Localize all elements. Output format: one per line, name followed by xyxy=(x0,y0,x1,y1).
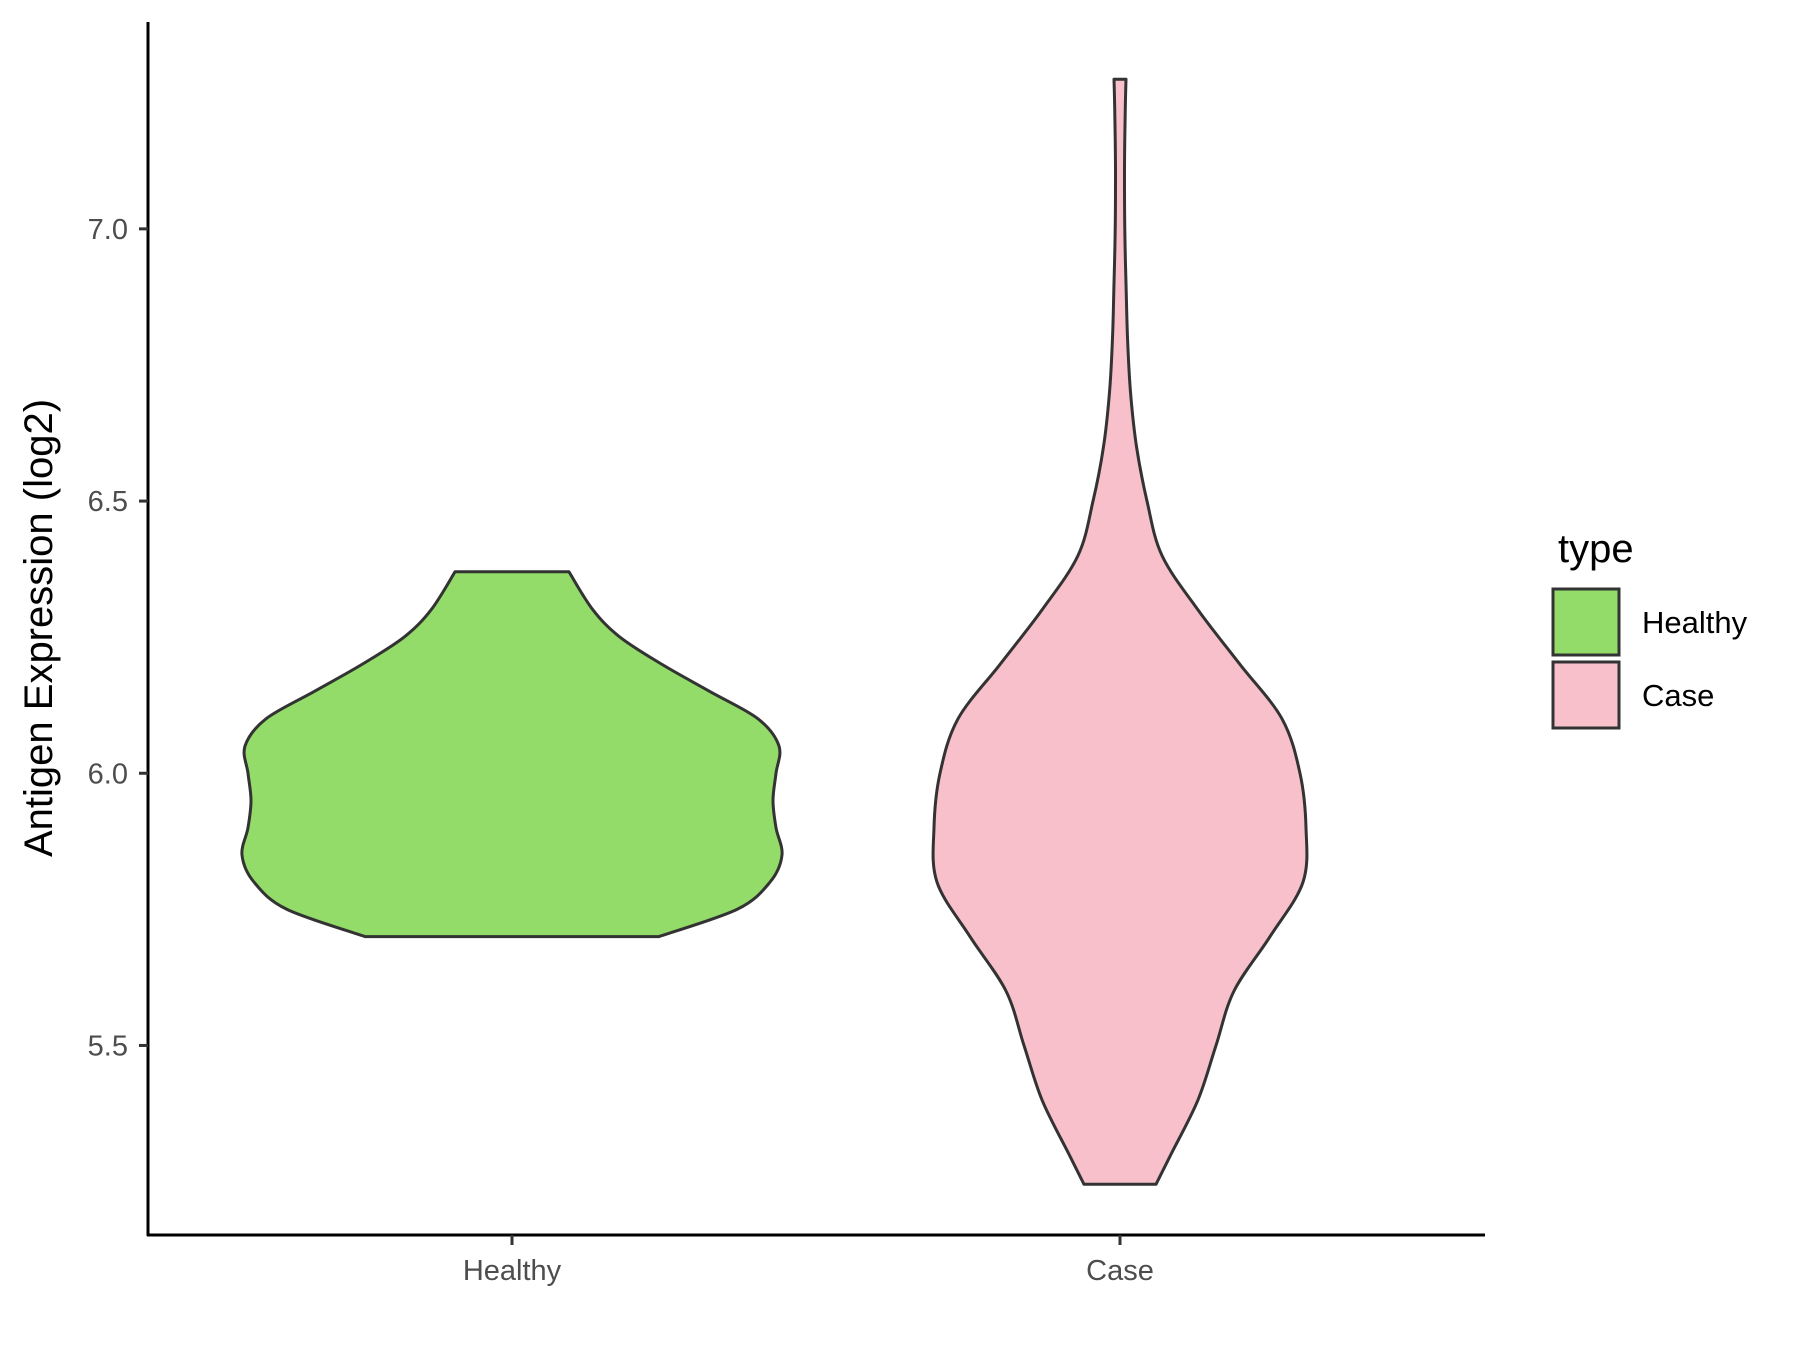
y-axis-title: Antigen Expression (log2) xyxy=(17,399,61,857)
violins-layer xyxy=(240,77,1309,1186)
legend-title: type xyxy=(1558,527,1634,571)
x-ticks: Healthy Case xyxy=(463,1235,1154,1287)
x-tick-label: Healthy xyxy=(463,1255,562,1287)
legend-label: Case xyxy=(1642,678,1714,713)
y-tick-label: 6.0 xyxy=(88,758,128,790)
y-tick-label: 5.5 xyxy=(88,1030,128,1062)
violin-healthy xyxy=(240,570,784,939)
x-tick-label: Case xyxy=(1086,1255,1154,1287)
legend-entries: Healthy Case xyxy=(1551,587,1748,730)
violin-case xyxy=(931,77,1309,1186)
y-tick-label: 6.5 xyxy=(88,486,128,518)
legend-label: Healthy xyxy=(1642,605,1748,640)
legend-swatch xyxy=(1551,587,1621,657)
y-tick-label: 7.0 xyxy=(88,214,128,246)
y-ticks: 5.5 6.0 6.5 7.0 xyxy=(88,214,148,1062)
legend: type Healthy Case xyxy=(1551,527,1748,730)
legend-swatch xyxy=(1551,660,1621,730)
